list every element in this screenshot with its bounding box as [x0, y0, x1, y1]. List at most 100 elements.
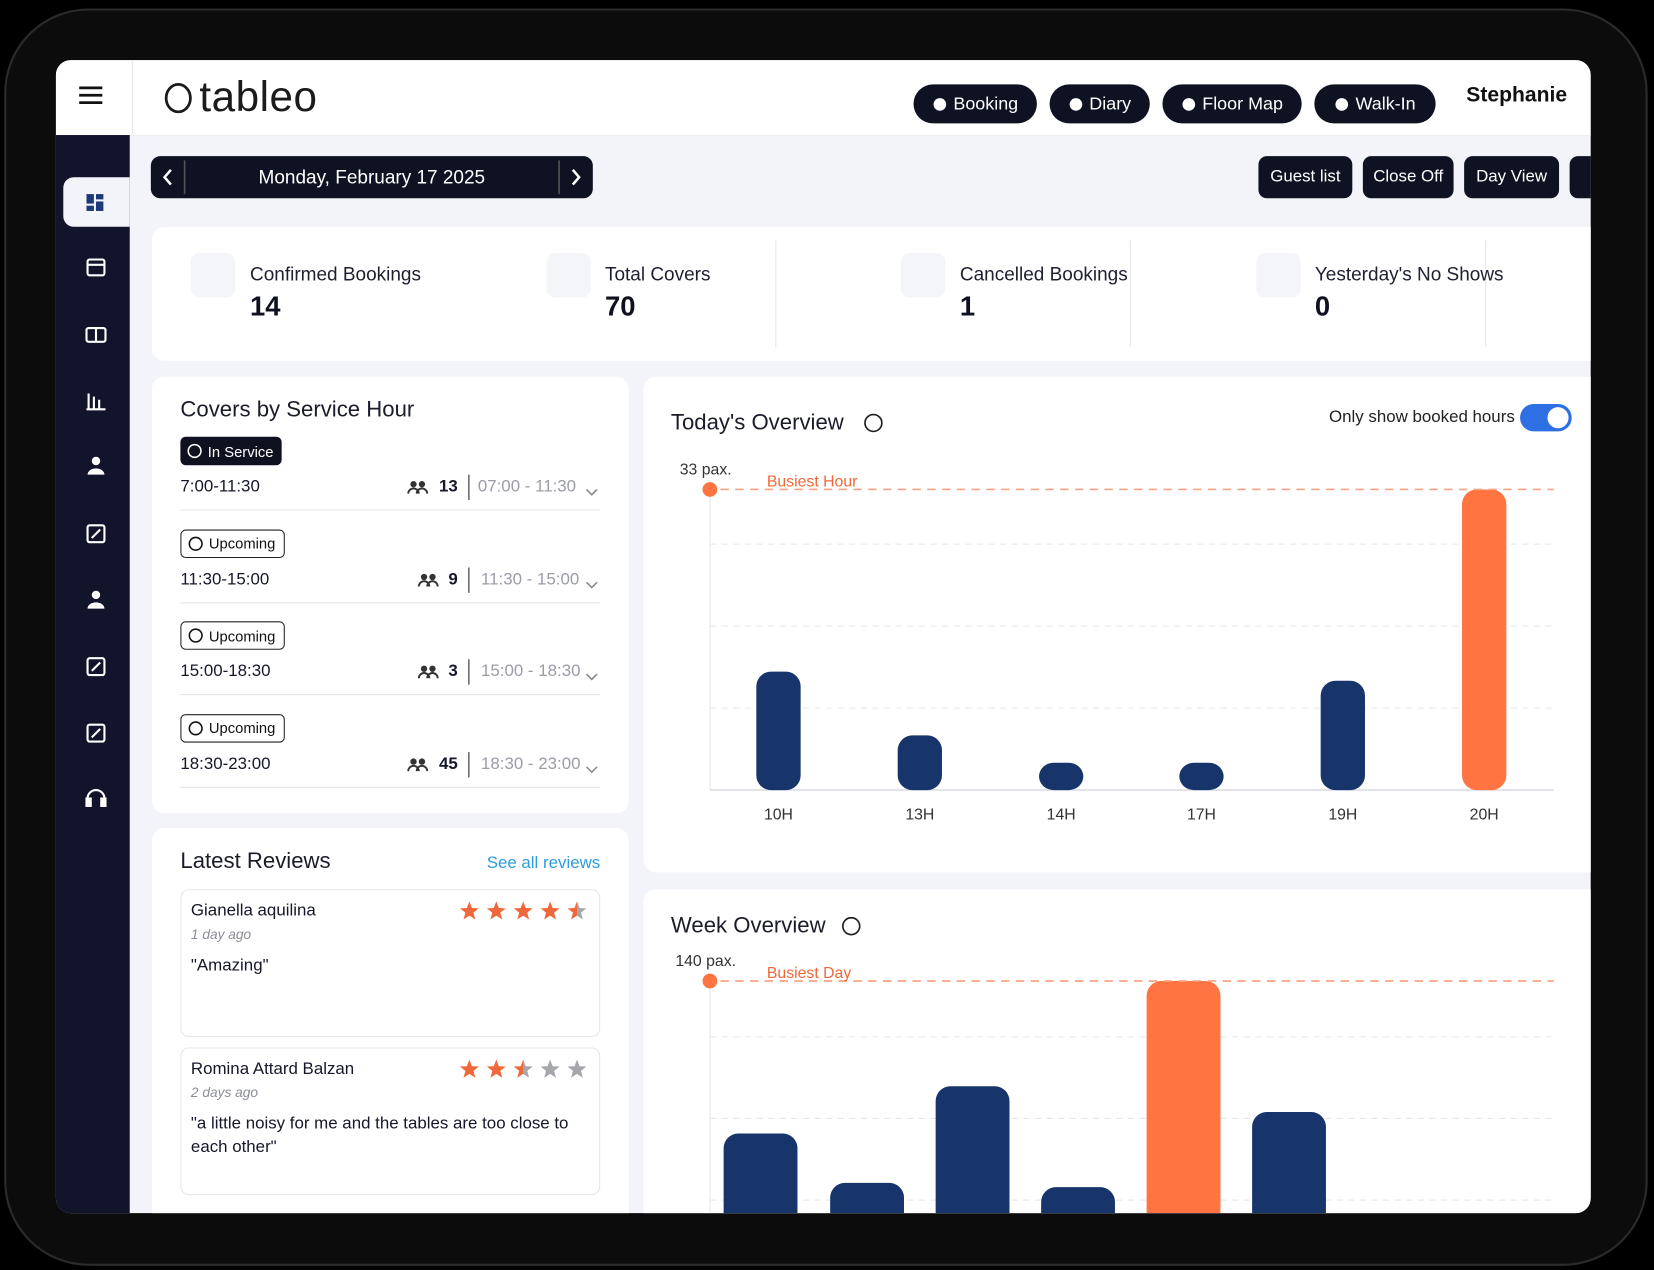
- covers-icon: [407, 480, 429, 500]
- x-tick-label: 14H: [1047, 807, 1076, 824]
- stat-value: 1: [959, 290, 976, 322]
- stat-label: Total Covers: [604, 263, 711, 285]
- header-button[interactable]: Diary: [1049, 84, 1150, 124]
- stat-icon: [545, 253, 591, 298]
- toolbar-button[interactable]: Day View: [1464, 156, 1560, 199]
- print-button[interactable]: [1569, 156, 1591, 199]
- service-covers: 13: [439, 477, 458, 496]
- reviews-card: Latest Reviews See all reviews Gianella …: [151, 828, 629, 1214]
- max-label: 140 pax.: [675, 953, 736, 970]
- bar: [1041, 1187, 1115, 1214]
- star: [540, 901, 560, 920]
- button-label: Floor Map: [1202, 93, 1283, 114]
- toolbar-button[interactable]: Guest list: [1258, 156, 1353, 199]
- separator: [180, 786, 601, 788]
- stat-label: Cancelled Bookings: [959, 263, 1128, 285]
- x-tick-label: 20H: [1470, 807, 1499, 824]
- today-card: 10H 13H 14H 17H 19H 20H 33 pax. Busiest Hour To…: [643, 376, 1591, 873]
- busiest-dot: [702, 973, 718, 989]
- user-name[interactable]: Stephanie: [1466, 83, 1568, 107]
- separator: [180, 509, 601, 511]
- divider: [1484, 240, 1486, 348]
- toggle[interactable]: [1520, 404, 1572, 432]
- stat-label: Yesterday's No Shows: [1314, 263, 1504, 285]
- vertical-bar: [467, 566, 470, 593]
- chevron-icon: [585, 488, 598, 496]
- status-text: Upcoming: [208, 627, 276, 644]
- service-range: 18:30 - 23:00: [481, 754, 581, 773]
- logo-text: tableo: [199, 73, 318, 121]
- rating: [459, 1059, 587, 1078]
- stat-value: 14: [249, 290, 281, 322]
- badge-icon: [188, 536, 203, 551]
- badge-icon: [188, 628, 203, 643]
- chevron-icon: [585, 581, 598, 589]
- bar: [1462, 489, 1507, 791]
- service-range: 11:30 - 15:00: [481, 570, 580, 589]
- header-button[interactable]: Floor Map: [1162, 84, 1302, 124]
- people-icon: [407, 757, 429, 771]
- button-label: Diary: [1089, 93, 1132, 114]
- busiest-label: Busiest Day: [767, 965, 851, 982]
- star: [486, 1059, 506, 1078]
- chevron[interactable]: [585, 668, 598, 687]
- menu-icon[interactable]: [79, 85, 104, 106]
- button-icon: [933, 97, 946, 111]
- status-text: In Service: [207, 442, 274, 460]
- covers-icon: [417, 665, 439, 685]
- stat-icon: [1255, 253, 1301, 298]
- card-title: Today's Overview: [670, 410, 844, 435]
- chevron-icon: [585, 673, 598, 681]
- status-text: Upcoming: [208, 719, 276, 737]
- status-text: Upcoming: [208, 534, 276, 552]
- status-badge: In Service: [180, 436, 282, 466]
- screen: tableo Stephanie Booking Diary Floor Map Wa…: [55, 60, 1591, 1214]
- divider: [774, 240, 776, 348]
- bar: [1252, 1112, 1326, 1214]
- stars: [459, 901, 587, 920]
- vertical-bar: [467, 659, 470, 685]
- reviews-link[interactable]: See all reviews: [486, 854, 601, 873]
- service-time: 15:00-18:30: [180, 662, 271, 681]
- badge-icon: [187, 443, 202, 459]
- max-label: 33 pax.: [680, 462, 732, 479]
- star: [567, 1059, 587, 1078]
- status-badge: Upcoming: [180, 621, 285, 650]
- review-text: "a little noisy for me and the tables ar…: [190, 1114, 569, 1157]
- service-covers: 9: [448, 570, 458, 589]
- stat-icon: [900, 253, 946, 298]
- bar: [1320, 680, 1365, 791]
- service-range: 15:00 - 18:30: [481, 662, 581, 681]
- separator: [180, 694, 601, 696]
- chevron[interactable]: [585, 760, 598, 779]
- service-time: 7:00-11:30: [180, 477, 260, 496]
- toggle-label: Only show booked hours: [1328, 408, 1515, 427]
- x-tick-label: 17H: [1187, 807, 1216, 824]
- stats-card: Confirmed Bookings 14 Total Covers 70 Cancel…: [151, 226, 1591, 361]
- service-covers: 3: [448, 662, 458, 681]
- date-picker[interactable]: Monday, February 17 2025: [150, 156, 593, 199]
- service-covers: 45: [439, 754, 458, 773]
- status-badge: Upcoming: [180, 529, 285, 558]
- help-icon: [864, 413, 883, 433]
- review-card: Gianella aquilina 1 day ago "Amazing": [180, 889, 601, 1037]
- stat-value: 0: [1314, 290, 1331, 322]
- bar: [1179, 762, 1224, 791]
- header-button[interactable]: Walk-In: [1314, 84, 1436, 124]
- top-bar: tableo Stephanie Booking Diary Floor Map Wa…: [55, 60, 1591, 137]
- service-time: 11:30-15:00: [180, 570, 270, 589]
- stat-icon: [190, 253, 236, 298]
- toolbar-button[interactable]: Close Off: [1362, 156, 1454, 199]
- chevron[interactable]: [585, 575, 598, 594]
- header-button[interactable]: Booking: [913, 84, 1037, 124]
- button-icon: [1335, 97, 1349, 111]
- star: [540, 1059, 560, 1078]
- button-label: Walk-In: [1355, 93, 1416, 114]
- chevron[interactable]: [585, 483, 598, 502]
- services-card: Covers by Service Hour In Service 7:00-11…: [151, 376, 629, 814]
- reviewer-name: Gianella aquilina: [190, 901, 316, 920]
- bar: [756, 671, 801, 791]
- people-icon: [417, 665, 439, 679]
- star: [513, 901, 533, 920]
